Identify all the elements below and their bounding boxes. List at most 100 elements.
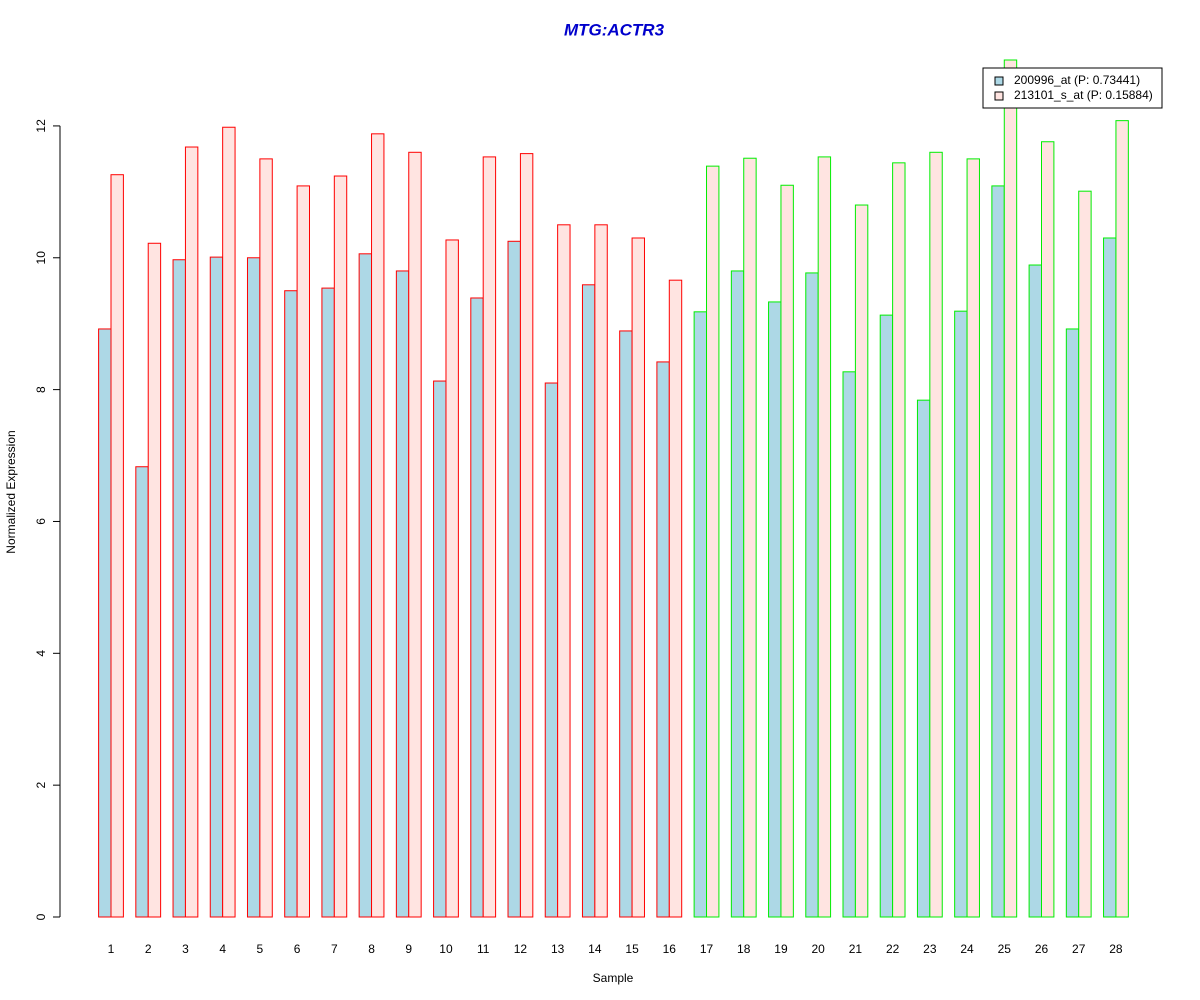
bar [1065,328,1080,918]
x-tick-label: 14 [588,942,602,956]
x-tick-label: 23 [923,942,937,956]
bar [470,297,484,918]
y-tick-label: 10 [34,251,48,265]
x-tick-label: 4 [219,942,226,956]
bar [246,257,261,918]
bar [296,185,311,918]
y-tick-label: 0 [34,913,48,920]
x-tick-label: 7 [331,942,338,956]
bar [1028,264,1042,918]
x-tick-label: 28 [1109,942,1123,956]
bar [1041,141,1055,918]
bar [780,184,794,918]
y-tick-label: 12 [34,119,48,133]
bar [631,237,645,918]
bar [172,259,186,918]
y-tick-label: 4 [34,650,48,657]
bar [706,165,720,918]
bar [110,174,124,918]
x-tick-label: 17 [700,942,714,956]
bar [98,328,112,918]
bar [395,270,410,918]
bar [768,301,782,918]
bar [879,314,894,918]
bar [581,284,596,918]
x-tick-label: 15 [625,942,639,956]
x-tick-label: 12 [514,942,528,956]
x-tick-label: 16 [663,942,677,956]
bar [209,256,224,918]
bar [147,242,162,918]
x-tick-label: 20 [812,942,826,956]
legend-swatch [994,91,1004,101]
x-tick-label: 19 [774,942,788,956]
x-tick-label: 11 [477,942,490,956]
x-tick-label: 27 [1072,942,1086,956]
legend-box [982,67,1163,109]
chart-title: MTG:ACTR3 [564,20,665,39]
bar [333,175,348,918]
bar [929,151,943,918]
bar [445,239,459,918]
x-tick-label: 8 [368,942,375,956]
x-tick-label: 24 [960,942,974,956]
x-tick-label: 1 [108,942,115,956]
x-tick-label: 5 [257,942,264,956]
bar [1003,59,1018,918]
bar [433,380,447,918]
x-tick-label: 26 [1035,942,1049,956]
x-tick-label: 21 [849,942,863,956]
x-tick-label: 6 [294,942,301,956]
bar [668,279,683,918]
x-tick-label: 3 [182,942,189,956]
bar [371,133,385,918]
bar [916,399,931,918]
bar [991,185,1005,918]
bar [854,204,869,918]
y-tick-label: 8 [34,386,48,393]
legend-label: 213101_s_at (P: 0.15884) [1014,88,1153,102]
x-tick-label: 22 [886,942,900,956]
bar [730,270,745,918]
bar [321,287,335,918]
bar [892,162,906,918]
bar [805,272,819,918]
bar [358,253,373,918]
x-tick-label: 2 [145,942,152,956]
y-tick-label: 6 [34,518,48,525]
bar [284,290,298,918]
x-tick-label: 9 [405,942,412,956]
bar [135,466,149,918]
bar [619,330,633,918]
x-tick-label: 25 [998,942,1012,956]
bar [408,151,422,918]
bar [842,371,856,918]
x-axis-label: Sample [593,971,634,985]
legend-label: 200996_at (P: 0.73441) [1014,73,1140,87]
bar [557,224,571,918]
bar [594,224,608,918]
y-axis-label: Normalized Expression [4,430,18,553]
bar [966,158,980,918]
bar [817,156,832,918]
x-tick-label: 18 [737,942,751,956]
bar [693,311,708,918]
bar [743,157,757,918]
x-tick-label: 10 [439,942,453,956]
bar [1115,120,1129,918]
bar [507,240,521,918]
bar [482,156,497,918]
bar [544,382,559,918]
bar [222,126,236,918]
bar [656,361,670,918]
bar [519,153,534,918]
bar [1078,190,1092,918]
bar [184,146,199,918]
x-tick-label: 13 [551,942,565,956]
y-tick-label: 2 [34,781,48,788]
legend-swatch [994,76,1004,86]
bar [1103,237,1117,918]
bar [954,310,968,918]
